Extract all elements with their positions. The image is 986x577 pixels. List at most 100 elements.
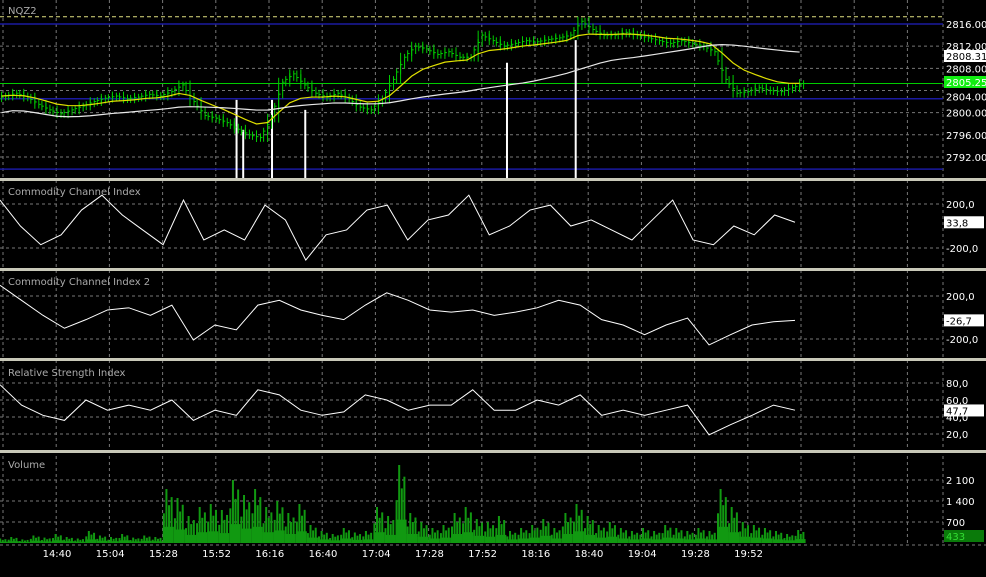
cci_panel-tick-label: -200,0 xyxy=(946,244,978,255)
volume-bar xyxy=(187,516,190,543)
volume-bar xyxy=(156,538,159,543)
volume-bar-base xyxy=(52,540,63,543)
volume-bar xyxy=(447,527,450,543)
price-tick-label: 2804.00 xyxy=(946,92,986,103)
panel-separator[interactable] xyxy=(0,178,986,181)
volume-bar xyxy=(522,532,525,543)
volume-bar xyxy=(392,520,395,543)
volume-bar xyxy=(536,527,539,543)
volume-bar xyxy=(480,522,483,543)
cci2-title: Commodity Channel Index 2 xyxy=(8,277,150,288)
cci2-panel[interactable] xyxy=(0,284,796,346)
volume-bar-base xyxy=(185,534,196,543)
volume-bar xyxy=(722,505,725,543)
volume-bar xyxy=(691,532,694,543)
time-label: 18:40 xyxy=(575,549,604,560)
volume-tick-label: 1 400 xyxy=(946,497,975,508)
time-label: 17:28 xyxy=(415,549,444,560)
volume-bar xyxy=(619,528,622,543)
volume-bar xyxy=(320,531,323,543)
volume-bar xyxy=(445,530,448,543)
volume-bar xyxy=(500,524,503,543)
volume-bar xyxy=(633,534,636,543)
volume-bar-base xyxy=(439,537,451,543)
volume-bar-base xyxy=(306,537,318,543)
volume-bar xyxy=(680,530,683,543)
volume-bar xyxy=(547,522,550,543)
volume-bar xyxy=(453,513,456,543)
rsi_panel-tick-label: 60,0 xyxy=(946,396,968,407)
volume-bar xyxy=(90,534,93,543)
panel-separator[interactable] xyxy=(0,358,986,361)
volume-bar xyxy=(134,539,137,543)
volume-bar xyxy=(231,480,234,543)
volume-bar xyxy=(763,528,766,543)
volume-bar-base xyxy=(539,535,551,543)
volume-bar-base xyxy=(705,539,717,543)
price-tick-label: 2800.00 xyxy=(946,109,986,120)
volume-bar xyxy=(21,539,24,543)
volume-bar-base xyxy=(373,532,385,543)
volume-bar xyxy=(600,530,603,543)
volume-bar xyxy=(442,525,445,543)
volume-bar xyxy=(492,525,495,543)
volume-bar-base xyxy=(229,524,241,543)
volume-bar xyxy=(281,507,284,543)
volume-bar-base xyxy=(783,540,795,543)
volume-bar xyxy=(198,507,201,543)
volume-bar-base xyxy=(151,541,163,543)
volume-bar xyxy=(378,517,381,543)
volume-bar-base xyxy=(395,519,407,543)
volume-bar-base xyxy=(484,536,496,543)
volume-bar xyxy=(389,524,392,543)
volume-bar-base xyxy=(240,528,252,543)
volume-bar xyxy=(414,517,417,543)
volume-bar xyxy=(367,534,370,543)
volume-bar xyxy=(625,530,628,543)
volume-bar xyxy=(220,510,223,543)
volume-bar-base xyxy=(694,538,706,543)
volume-bar xyxy=(730,507,733,543)
volume-bar xyxy=(431,528,434,543)
price-panel[interactable] xyxy=(0,16,943,178)
volume-bar xyxy=(752,525,755,543)
rsi_panel-tick-label: 20,0 xyxy=(946,430,968,441)
volume-bar xyxy=(514,532,517,543)
volume-bar xyxy=(245,509,248,543)
volume-bar xyxy=(265,507,268,543)
rsi_panel-tick-label: 80,0 xyxy=(946,379,968,390)
volume-panel[interactable] xyxy=(0,465,806,543)
volume-bar xyxy=(70,537,73,543)
volume-bar-base xyxy=(107,541,119,543)
panel-separator[interactable] xyxy=(0,268,986,271)
volume-bar xyxy=(65,537,68,543)
volume-bar-base xyxy=(617,538,629,543)
volume-bar xyxy=(203,512,206,543)
volume-bar xyxy=(741,522,744,543)
volume-bar xyxy=(630,531,633,543)
volume-bar xyxy=(87,531,90,543)
volume-bar-base xyxy=(495,534,507,543)
volume-bar xyxy=(37,536,40,543)
volume-bar-base xyxy=(750,537,762,543)
volume-bar xyxy=(353,532,356,543)
volume-bar-base xyxy=(251,526,263,543)
volume-bar xyxy=(292,517,295,543)
panel-separator[interactable] xyxy=(0,450,986,453)
volume-bar xyxy=(497,516,500,543)
volume-bar-base xyxy=(362,539,374,543)
volume-bar-base xyxy=(717,526,728,543)
rsi-panel[interactable] xyxy=(0,384,796,436)
slow-moving-average-line xyxy=(1,44,800,118)
volume-bar xyxy=(555,532,558,543)
cci2_panel-tick-label: 200,0 xyxy=(946,292,975,303)
cci_panel-line xyxy=(0,194,796,262)
volume-bar xyxy=(724,497,727,543)
volume-bar xyxy=(15,537,18,543)
time-label: 19:04 xyxy=(628,549,657,560)
volume-bar-base xyxy=(384,534,396,543)
cci-panel[interactable] xyxy=(0,194,796,262)
volume-bar-base xyxy=(761,538,773,543)
volume-bar-base xyxy=(196,532,208,543)
